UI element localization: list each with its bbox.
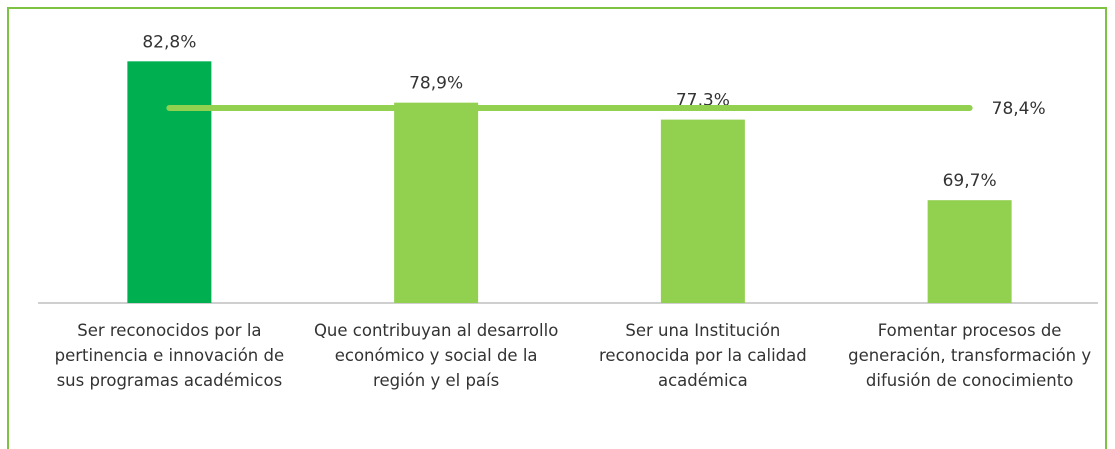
bar bbox=[660, 119, 745, 304]
bar bbox=[127, 61, 212, 303]
value-label: 78,9% bbox=[409, 74, 463, 94]
x-tick-label: Fomentar procesos de generación, transfo… bbox=[848, 321, 1092, 390]
value-label: 69,7% bbox=[943, 171, 997, 191]
x-tick-label: Que contribuyan al desarrollo económico … bbox=[313, 321, 559, 390]
value-label: 82,8% bbox=[142, 32, 196, 52]
x-tick-label: Ser una Institución reconocida por la ca… bbox=[599, 321, 807, 390]
x-tick-label: Ser reconocidos por la pertinencia e inn… bbox=[54, 321, 285, 390]
bar bbox=[927, 200, 1012, 303]
average-label: 78,4% bbox=[992, 99, 1046, 119]
bar bbox=[394, 102, 479, 303]
frame bbox=[7, 7, 1107, 449]
